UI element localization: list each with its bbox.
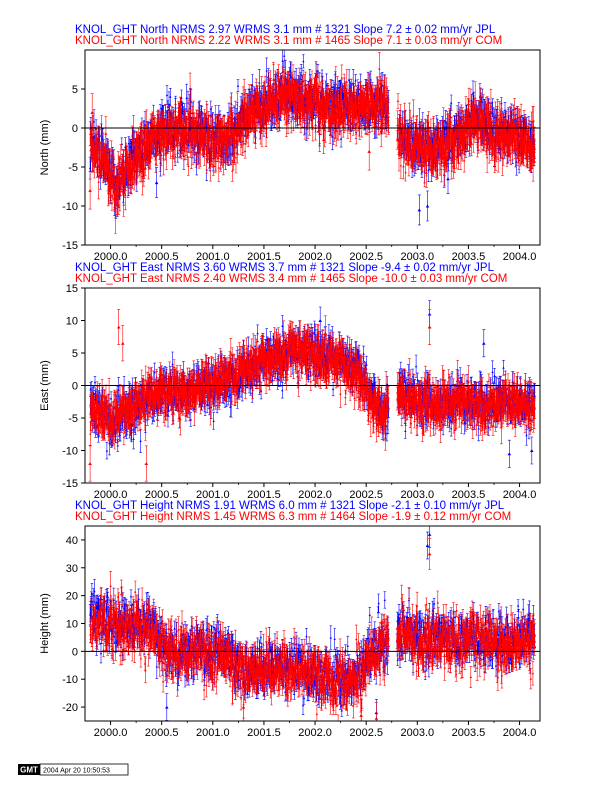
xtick-label: 2004.0 [503, 727, 537, 739]
panel-north: KNOL_GHT North NRMS 2.97 WRMS 3.1 mm # 1… [39, 24, 541, 263]
xtick-label: 2002.5 [349, 251, 383, 263]
y-axis-label: East (mm) [39, 360, 51, 411]
gmt-logo-box [18, 764, 40, 775]
y-axis-label: Height (mm) [39, 593, 51, 654]
xtick-label: 2001.0 [196, 489, 230, 501]
ytick-label: 20 [66, 591, 78, 603]
ytick-label: 0 [72, 646, 78, 658]
xtick-label: 2004.0 [503, 251, 537, 263]
xtick-label: 2001.5 [247, 251, 281, 263]
ytick-label: -10 [62, 201, 78, 213]
xtick-label: 2001.5 [247, 727, 281, 739]
xtick-label: 2002.0 [298, 489, 332, 501]
xtick-label: 2003.0 [400, 489, 434, 501]
series-com [88, 309, 537, 482]
xtick-label: 2004.0 [503, 489, 537, 501]
xtick-label: 2000.5 [145, 727, 179, 739]
xtick-label: 2001.5 [247, 489, 281, 501]
ytick-label: 10 [66, 619, 78, 631]
xtick-label: 2001.0 [196, 251, 230, 263]
header-line-com: KNOL_GHT Height NRMS 1.45 WRMS 6.3 mm # … [75, 511, 511, 523]
xtick-label: 2002.5 [349, 727, 383, 739]
data-area [88, 300, 537, 482]
ytick-label: 30 [66, 563, 78, 575]
xtick-label: 2002.0 [298, 251, 332, 263]
header-line-jpl: KNOL_GHT Height NRMS 1.91 WRMS 6.0 mm # … [75, 500, 505, 512]
xtick-label: 2001.0 [196, 727, 230, 739]
series-com [89, 538, 536, 721]
xtick-label: 2003.5 [452, 727, 486, 739]
ytick-label: -10 [62, 446, 78, 458]
xtick-label: 2003.5 [452, 251, 486, 263]
gmt-logo: GMT [20, 766, 38, 775]
ytick-label: 0 [72, 381, 78, 393]
header-line-jpl: KNOL_GHT East NRMS 3.60 WRMS 3.7 mm # 13… [75, 262, 495, 274]
gmt-timestamp-stamp: GMT 2004 Apr 20 10:50:53 [18, 763, 129, 776]
points-com [88, 325, 537, 465]
panel-east: KNOL_GHT East NRMS 3.60 WRMS 3.7 mm # 13… [39, 262, 541, 501]
ytick-label: 40 [66, 535, 78, 547]
y-axis-label: North (mm) [39, 120, 51, 176]
xtick-label: 2003.5 [452, 489, 486, 501]
ytick-label: 15 [66, 283, 78, 295]
panel-height: KNOL_GHT Height NRMS 1.91 WRMS 6.0 mm # … [39, 500, 541, 739]
panels: KNOL_GHT North NRMS 2.97 WRMS 3.1 mm # 1… [39, 24, 541, 739]
data-area [88, 526, 537, 721]
xtick-label: 2003.0 [400, 727, 434, 739]
series-com [88, 52, 536, 234]
points-jpl [88, 54, 537, 212]
timestamp-box [39, 763, 129, 776]
ytick-label: -10 [62, 674, 78, 686]
data-area [88, 50, 537, 234]
xtick-label: 2000.5 [145, 489, 179, 501]
ytick-label: 10 [66, 316, 78, 328]
xtick-label: 2000.0 [94, 251, 128, 263]
xtick-label: 2003.0 [400, 251, 434, 263]
ytick-label: 5 [72, 348, 78, 360]
ytick-label: -20 [62, 702, 78, 714]
ytick-label: -15 [62, 478, 78, 490]
xtick-label: 2002.5 [349, 489, 383, 501]
xtick-label: 2002.0 [298, 727, 332, 739]
axis-frame [84, 49, 541, 246]
xtick-label: 2000.0 [94, 489, 128, 501]
ytick-label: -5 [68, 413, 78, 425]
xtick-label: 2000.0 [94, 727, 128, 739]
ytick-label: 0 [72, 123, 78, 135]
ytick-label: -5 [68, 162, 78, 174]
header-line-com: KNOL_GHT East NRMS 2.40 WRMS 3.4 mm # 14… [75, 273, 507, 285]
ytick-label: -15 [62, 240, 78, 252]
ytick-label: 5 [72, 84, 78, 96]
xtick-label: 2000.5 [145, 251, 179, 263]
header-line-jpl: KNOL_GHT North NRMS 2.97 WRMS 3.1 mm # 1… [75, 24, 496, 36]
timestamp-text: 2004 Apr 20 10:50:53 [43, 768, 110, 775]
header-line-com: KNOL_GHT North NRMS 2.22 WRMS 3.1 mm # 1… [75, 35, 502, 47]
